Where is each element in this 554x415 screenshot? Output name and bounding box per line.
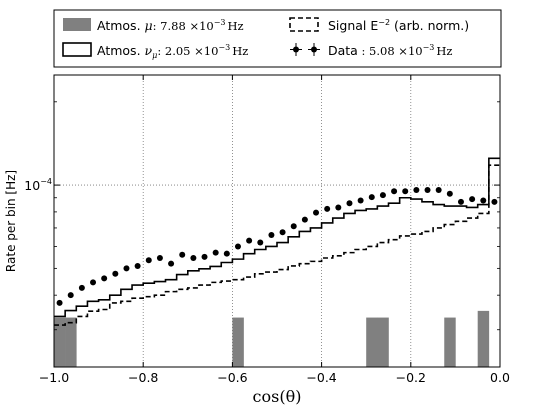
data-point xyxy=(391,188,398,195)
data-point xyxy=(179,251,186,258)
atmos-mu-bars xyxy=(54,310,490,367)
legend-label-signal: Signal E−2 (arb. norm.) xyxy=(328,18,469,33)
data-point xyxy=(491,198,498,205)
x-tick-label: −0.8 xyxy=(128,370,158,385)
legend-label-atmos-mu: Atmos. μ: 7.88 ×10−3 Hz xyxy=(97,18,244,33)
legend-label-atmos-numu: Atmos. νμ: 2.05 ×10−3 Hz xyxy=(97,43,248,60)
data-point xyxy=(78,284,85,291)
data-point xyxy=(145,257,152,264)
data-point xyxy=(368,194,375,201)
data-point xyxy=(457,198,464,205)
data-point xyxy=(301,216,308,223)
grid xyxy=(54,75,500,367)
data-point xyxy=(101,275,108,282)
data-point xyxy=(402,188,409,195)
bar-atmos-mu xyxy=(377,317,389,367)
axes-frame xyxy=(53,74,501,368)
legend-box xyxy=(53,9,502,68)
bar-atmos-mu xyxy=(444,317,456,367)
data-point xyxy=(56,299,63,306)
data-point xyxy=(357,197,364,204)
data-point xyxy=(379,192,386,199)
step-lines xyxy=(54,157,500,326)
data-point xyxy=(201,253,208,260)
data-point xyxy=(223,250,230,257)
data-point xyxy=(123,265,130,272)
x-tick-label: −0.6 xyxy=(217,370,247,385)
data-point xyxy=(446,190,453,197)
x-tick-label: −0.2 xyxy=(396,370,426,385)
data-point xyxy=(324,205,331,212)
data-point xyxy=(435,186,442,193)
data-point xyxy=(335,204,342,211)
bar-atmos-mu xyxy=(54,317,66,367)
data-point xyxy=(67,292,74,299)
data-point xyxy=(279,229,286,236)
data-point xyxy=(268,232,275,239)
bar-atmos-mu xyxy=(65,317,77,367)
data-points xyxy=(56,186,498,306)
data-point xyxy=(413,186,420,193)
data-point xyxy=(112,270,119,277)
data-point xyxy=(246,237,253,244)
data-point xyxy=(134,262,141,269)
legend-swatch-signal xyxy=(289,17,319,32)
data-point xyxy=(212,249,219,256)
x-tick-label: −0.4 xyxy=(306,370,336,385)
x-tick-label: 0.0 xyxy=(490,370,510,385)
line-atmos-numu xyxy=(54,157,500,318)
legend: Atmos. μ: 7.88 ×10−3 Hz Atmos. νμ: 2.05 ×… xyxy=(53,9,502,68)
data-point xyxy=(469,196,476,203)
y-tick-label: 10−4 xyxy=(24,177,52,193)
data-point xyxy=(346,200,353,207)
x-axis-label: cos(θ) xyxy=(253,387,302,406)
data-point xyxy=(156,255,163,262)
data-point xyxy=(313,209,320,216)
y-axis-label: Rate per bin [Hz] xyxy=(4,170,18,272)
data-point xyxy=(257,239,264,246)
data-point xyxy=(480,197,487,204)
legend-swatch-atmos-mu xyxy=(63,18,91,31)
data-point xyxy=(168,260,175,267)
bar-atmos-mu xyxy=(232,317,244,367)
bar-atmos-mu xyxy=(477,310,490,367)
legend-swatch-atmos-numu xyxy=(62,42,92,57)
data-point xyxy=(234,243,241,250)
axis-ticks: −1.0 −0.8 −0.6 −0.4 −0.2 0.0 10−4 xyxy=(24,75,510,385)
bar-atmos-mu xyxy=(366,317,378,367)
legend-label-data: Data : 5.08 ×10−3 Hz xyxy=(328,43,452,58)
data-point xyxy=(424,186,431,193)
data-point xyxy=(190,255,197,262)
data-point xyxy=(290,223,297,230)
data-point xyxy=(90,279,97,286)
x-tick-label: −1.0 xyxy=(39,370,69,385)
legend-marker-data xyxy=(290,43,320,56)
